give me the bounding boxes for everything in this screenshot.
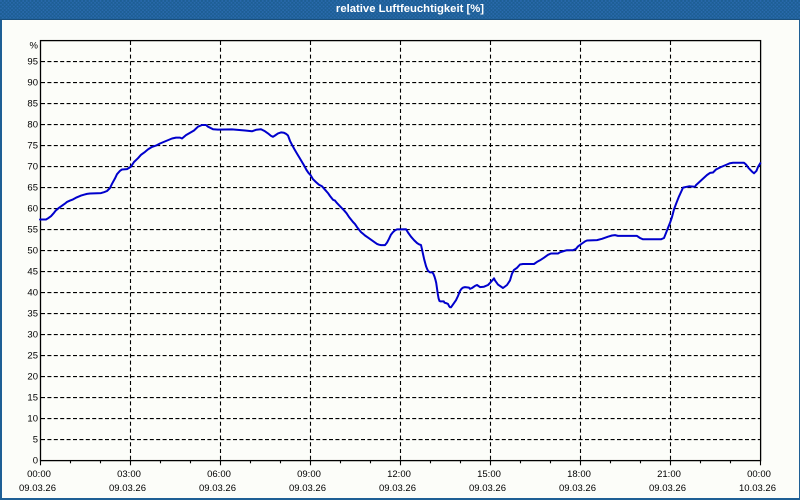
svg-text:06:00: 06:00: [207, 469, 231, 480]
svg-text:0: 0: [33, 455, 38, 466]
svg-text:35: 35: [27, 308, 38, 319]
svg-text:5: 5: [33, 434, 38, 445]
svg-text:80: 80: [27, 119, 38, 130]
svg-text:10: 10: [27, 413, 38, 424]
svg-text:70: 70: [27, 161, 38, 172]
svg-text:50: 50: [27, 245, 38, 256]
svg-text:60: 60: [27, 203, 38, 214]
svg-text:09.03.26: 09.03.26: [109, 483, 146, 494]
svg-text:09.03.26: 09.03.26: [19, 483, 56, 494]
svg-text:09.03.26: 09.03.26: [649, 483, 686, 494]
svg-text:09:00: 09:00: [297, 469, 321, 480]
svg-text:75: 75: [27, 140, 38, 151]
svg-text:95: 95: [27, 56, 38, 67]
svg-text:%: %: [30, 40, 39, 51]
svg-text:40: 40: [27, 287, 38, 298]
svg-text:12:00: 12:00: [387, 469, 411, 480]
svg-text:00:00: 00:00: [747, 469, 771, 480]
svg-text:09.03.26: 09.03.26: [199, 483, 236, 494]
svg-text:25: 25: [27, 350, 38, 361]
svg-text:45: 45: [27, 266, 38, 277]
svg-text:65: 65: [27, 182, 38, 193]
svg-text:18:00: 18:00: [567, 469, 591, 480]
svg-text:09.03.26: 09.03.26: [469, 483, 506, 494]
svg-text:09.03.26: 09.03.26: [289, 483, 326, 494]
svg-text:15: 15: [27, 392, 38, 403]
svg-text:55: 55: [27, 224, 38, 235]
svg-text:85: 85: [27, 98, 38, 109]
svg-text:90: 90: [27, 77, 38, 88]
svg-text:21:00: 21:00: [657, 469, 681, 480]
svg-text:09.03.26: 09.03.26: [559, 483, 596, 494]
svg-text:00:00: 00:00: [27, 469, 51, 480]
svg-text:09.03.26: 09.03.26: [379, 483, 416, 494]
svg-text:03:00: 03:00: [117, 469, 141, 480]
svg-text:30: 30: [27, 329, 38, 340]
svg-text:15:00: 15:00: [477, 469, 501, 480]
svg-text:20: 20: [27, 371, 38, 382]
svg-text:10.03.26: 10.03.26: [739, 483, 776, 494]
